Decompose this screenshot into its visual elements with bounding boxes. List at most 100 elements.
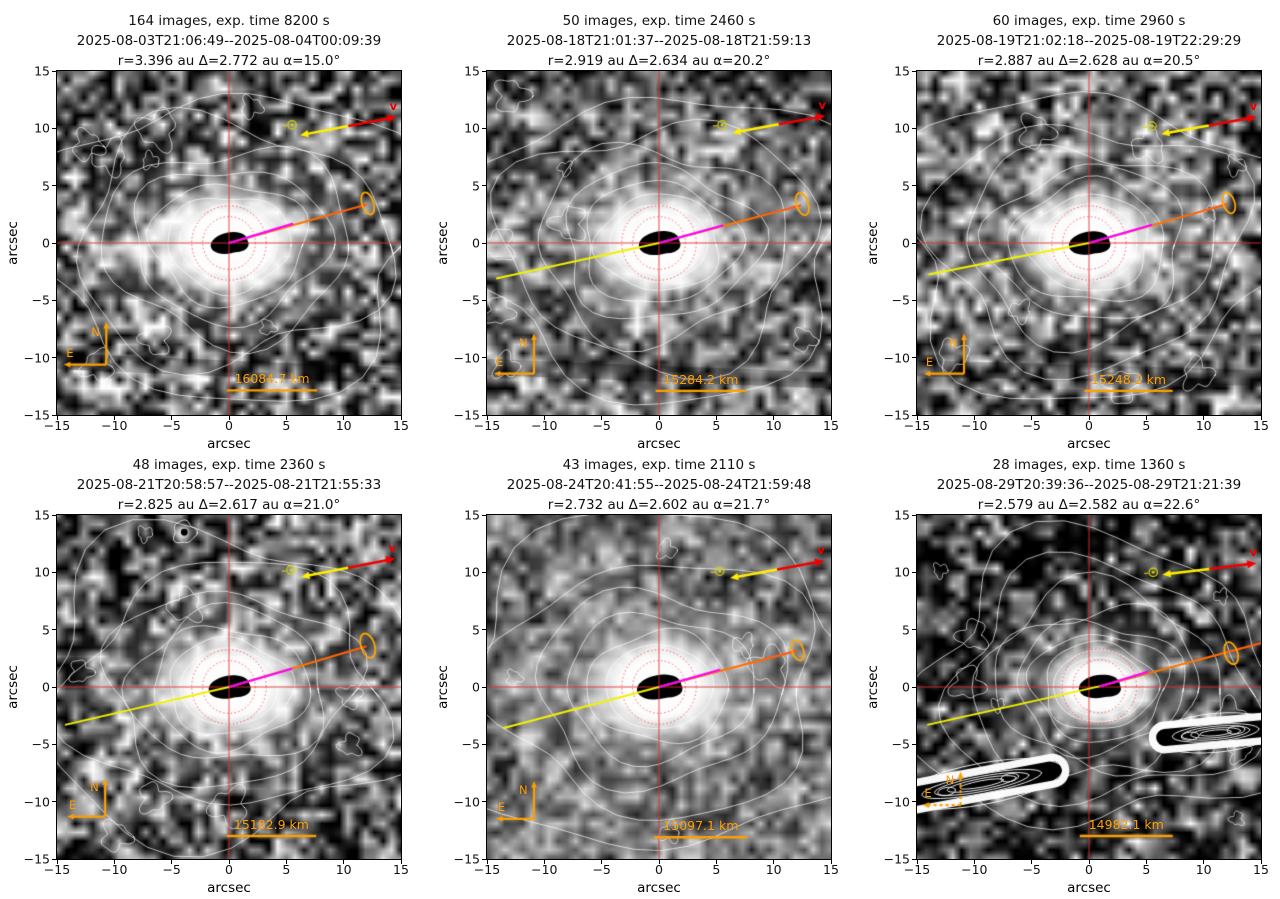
y-tick-mark xyxy=(912,629,916,631)
north-label: N xyxy=(519,335,528,350)
y-tick-label: −10 xyxy=(23,350,50,366)
x-tick-mark xyxy=(400,416,402,420)
x-tick-label: 5 xyxy=(1142,862,1151,877)
x-tick-mark xyxy=(486,860,488,864)
east-label: E xyxy=(495,354,504,369)
panel-title: 48 images, exp. time 2360 s 2025-08-21T2… xyxy=(57,455,401,515)
y-tick-label: 5 xyxy=(472,622,480,638)
x-axis-label: arcsec xyxy=(637,880,681,896)
scalebar-label: 14982.1 km xyxy=(1088,817,1164,833)
x-tick-mark xyxy=(543,416,545,420)
x-tick-label: 10 xyxy=(1195,418,1212,433)
y-tick-label: −5 xyxy=(31,292,50,308)
x-tick-mark xyxy=(773,416,775,420)
y-tick-mark xyxy=(912,743,916,745)
x-tick-mark xyxy=(1145,860,1147,864)
y-tick-label: −10 xyxy=(23,794,50,810)
y-tick-label: 15 xyxy=(34,63,50,79)
velocity-label: v xyxy=(388,540,397,555)
east-label: E xyxy=(66,345,74,360)
y-tick-mark xyxy=(52,858,56,860)
x-tick-label: 5 xyxy=(282,418,291,433)
y-tick-label: 10 xyxy=(34,120,50,136)
comet-image-canvas xyxy=(56,514,402,860)
y-tick-label: 0 xyxy=(472,679,480,695)
velocity-label: v xyxy=(389,98,398,113)
y-tick-label: 10 xyxy=(464,564,480,580)
x-tick-mark xyxy=(1031,416,1033,420)
y-tick-label: 10 xyxy=(894,564,910,580)
y-tick-mark xyxy=(912,858,916,860)
y-tick-mark xyxy=(52,514,56,516)
y-tick-mark xyxy=(52,743,56,745)
x-tick-mark xyxy=(1260,416,1262,420)
x-tick-label: 15 xyxy=(393,418,409,433)
x-tick-mark xyxy=(916,416,918,420)
y-axis-label: arcsec xyxy=(5,221,21,265)
x-tick-mark xyxy=(113,416,115,420)
y-tick-label: 0 xyxy=(902,679,910,695)
title-exposure: 164 images, exp. time 8200 s xyxy=(128,13,330,29)
x-axis-label: arcsec xyxy=(1067,436,1111,452)
x-tick-mark xyxy=(171,860,173,864)
comet-image-canvas xyxy=(916,514,1262,860)
y-tick-mark xyxy=(52,127,56,129)
panel-title: 28 images, exp. time 1360 s 2025-08-29T2… xyxy=(917,455,1261,515)
x-tick-mark xyxy=(658,860,660,864)
panel-title: 164 images, exp. time 8200 s 2025-08-03T… xyxy=(57,11,401,71)
y-tick-label: −5 xyxy=(891,292,910,308)
y-tick-label: 10 xyxy=(34,564,50,580)
x-tick-label: 5 xyxy=(712,418,721,433)
y-tick-label: −10 xyxy=(883,350,910,366)
title-geometry: r=2.825 au Δ=2.617 au α=21.0° xyxy=(117,497,341,513)
x-tick-mark xyxy=(773,860,775,864)
y-tick-label: 5 xyxy=(42,622,50,638)
y-tick-label: 0 xyxy=(902,235,910,251)
x-tick-label: −10 xyxy=(961,862,988,877)
x-axis-label: arcsec xyxy=(1067,880,1111,896)
y-tick-mark xyxy=(912,686,916,688)
x-tick-mark xyxy=(830,860,832,864)
x-tick-mark xyxy=(400,860,402,864)
y-tick-mark xyxy=(482,743,486,745)
title-exposure: 60 images, exp. time 2960 s xyxy=(992,13,1186,29)
y-tick-mark xyxy=(912,357,916,359)
y-tick-label: 15 xyxy=(894,507,910,523)
x-tick-label: −15 xyxy=(43,862,71,877)
y-tick-mark xyxy=(52,242,56,244)
title-geometry: r=2.919 au Δ=2.634 au α=20.2° xyxy=(547,53,771,69)
y-tick-label: −15 xyxy=(883,851,910,867)
x-axis-label: arcsec xyxy=(637,436,681,452)
x-tick-label: −15 xyxy=(903,418,931,433)
x-tick-label: −10 xyxy=(531,418,558,433)
x-tick-label: −5 xyxy=(1022,862,1041,877)
y-tick-mark xyxy=(482,242,486,244)
y-tick-mark xyxy=(52,70,56,72)
title-geometry: r=2.732 au Δ=2.602 au α=21.7° xyxy=(547,497,771,513)
y-tick-label: 15 xyxy=(34,507,50,523)
x-tick-label: 15 xyxy=(393,862,409,877)
y-axis-label: arcsec xyxy=(5,665,21,709)
x-tick-label: 5 xyxy=(282,862,291,877)
x-tick-label: 15 xyxy=(1253,418,1269,433)
title-exposure: 28 images, exp. time 1360 s xyxy=(992,457,1186,473)
x-tick-label: −5 xyxy=(162,862,181,877)
east-label: E xyxy=(924,786,932,801)
y-tick-label: −15 xyxy=(453,851,480,867)
y-tick-label: 15 xyxy=(464,63,480,79)
x-tick-label: 0 xyxy=(225,418,233,433)
comet-image-canvas xyxy=(916,70,1262,416)
y-tick-mark xyxy=(52,629,56,631)
title-geometry: r=3.396 au Δ=2.772 au α=15.0° xyxy=(117,53,341,69)
north-label: N xyxy=(519,782,528,797)
x-axis-label: arcsec xyxy=(207,880,251,896)
x-tick-label: 0 xyxy=(655,418,663,433)
y-tick-label: 0 xyxy=(472,235,480,251)
y-tick-mark xyxy=(912,185,916,187)
title-daterange: 2025-08-19T21:02:18--2025-08-19T22:29:29 xyxy=(936,33,1242,49)
title-geometry: r=2.887 au Δ=2.628 au α=20.5° xyxy=(977,53,1201,69)
x-tick-mark xyxy=(1260,860,1262,864)
y-tick-mark xyxy=(482,514,486,516)
title-exposure: 48 images, exp. time 2360 s xyxy=(132,457,326,473)
